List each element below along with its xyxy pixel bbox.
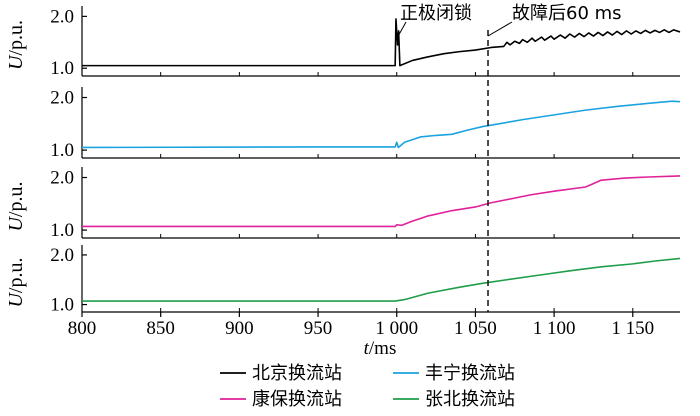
legend-item-2: 丰宁换流站 xyxy=(393,363,515,384)
annotation-fault-pointer xyxy=(395,21,407,41)
legend-label: 张北换流站 xyxy=(425,389,515,410)
series-line-3 xyxy=(82,175,681,228)
x-tick-label: 1 150 xyxy=(611,318,654,339)
x-tick-label: 1 000 xyxy=(375,318,418,339)
series-line-4 xyxy=(82,257,681,302)
y-axis-label: U/p.u. xyxy=(5,20,27,70)
legend-item-3: 康保换流站 xyxy=(220,389,342,410)
legend-label: 丰宁换流站 xyxy=(425,363,515,384)
y-tick-label: 1.0 xyxy=(50,220,74,241)
legend-label: 康保换流站 xyxy=(252,389,342,410)
y-tick-label: 1.0 xyxy=(50,295,74,316)
y-tick-label: 2.0 xyxy=(50,88,74,109)
y-tick-label: 2.0 xyxy=(50,245,74,266)
panel-2: 1.0 2.0 xyxy=(50,87,681,161)
panel-1: 1.0 2.0 U/p.u. xyxy=(5,6,681,79)
annotation-after: 故障后60 ms xyxy=(512,3,622,24)
series-line-2 xyxy=(81,100,681,149)
series-line-1 xyxy=(82,18,681,67)
legend-label: 北京换流站 xyxy=(252,363,342,384)
legend-item-4: 张北换流站 xyxy=(393,389,515,410)
panel-3: 1.0 2.0 U/p.u. xyxy=(5,167,681,241)
y-tick-label: 2.0 xyxy=(50,168,74,189)
x-tick-label: 1 100 xyxy=(533,318,576,339)
y-tick-label: 1.0 xyxy=(50,140,74,161)
x-tick-label: 1 050 xyxy=(454,318,497,339)
y-tick-label: 2.0 xyxy=(50,6,74,27)
annotation-fault: 正极闭锁 xyxy=(400,3,472,24)
x-axis-label: t/ms xyxy=(364,338,397,359)
x-tick-label: 950 xyxy=(304,318,333,339)
y-axis-label: U/p.u. xyxy=(5,257,27,307)
x-tick-label: 800 xyxy=(68,318,97,339)
panel-4: 1.0 2.0 U/p.u. xyxy=(5,245,681,316)
y-tick-label: 1.0 xyxy=(50,58,74,79)
x-tick-label: 900 xyxy=(225,318,254,339)
legend-item-1: 北京换流站 xyxy=(220,363,342,384)
y-axis-label: U/p.u. xyxy=(5,181,27,231)
x-tick-label: 850 xyxy=(146,318,175,339)
annotation-after-pointer xyxy=(487,21,513,37)
